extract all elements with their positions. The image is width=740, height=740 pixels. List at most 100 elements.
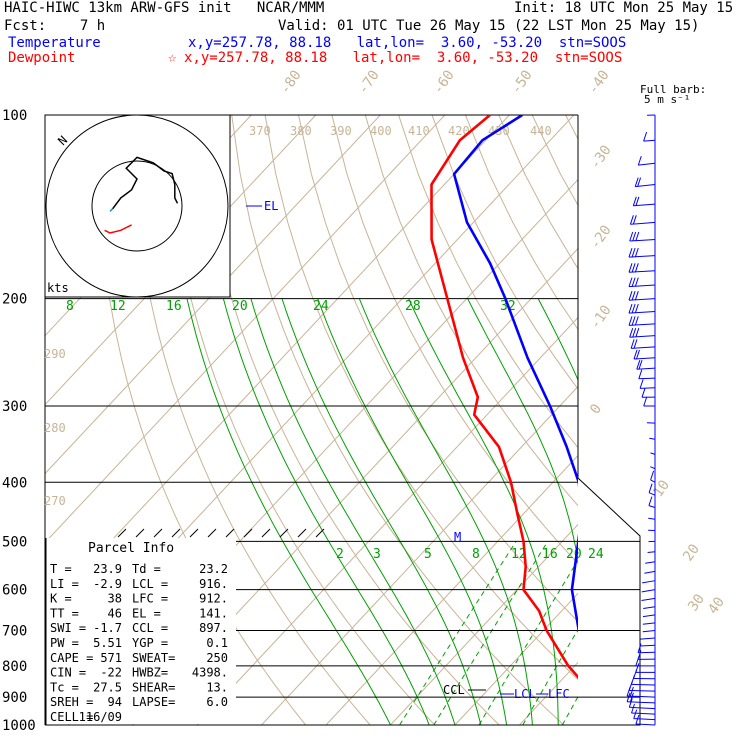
parcel-row-value: 5.51: [93, 636, 122, 650]
wind-barb: [642, 580, 656, 584]
hodograph-ring-inner: [91, 160, 183, 252]
mixing-ratio-label: 28: [405, 299, 421, 314]
hodograph-trace: [109, 208, 114, 212]
isotherm-line: [390, 523, 578, 725]
dry-adiabat-line: [498, 115, 578, 270]
wind-barbs: [626, 114, 656, 726]
parcel-hatch: [153, 528, 163, 538]
moist-adiabat-line: [467, 298, 578, 564]
pressure-tick-label: 500: [2, 534, 27, 550]
isotherm-line: [325, 454, 578, 725]
wind-barb: [650, 479, 656, 483]
wind-barb-flag: [629, 692, 634, 702]
wind-barb: [650, 466, 656, 470]
wind-barb-flag: [628, 291, 633, 301]
wind-barb-flag: [630, 339, 635, 349]
hodograph-trace: [104, 224, 132, 234]
pressure-tick-label: 300: [2, 399, 27, 415]
wind-barb-flag: [633, 709, 638, 719]
parcel-row-label: SWI =: [50, 621, 86, 635]
wind-barb: [641, 589, 656, 593]
wind-barb-flag: [637, 643, 642, 653]
wind-barb: [629, 690, 656, 692]
temperature-tick-label: -60: [430, 67, 458, 97]
wind-barb-flag: [631, 247, 636, 258]
mixing-ratio-label: 3: [373, 547, 381, 562]
parcel-hatch: [189, 528, 199, 538]
mixing-ratio-line: [634, 541, 732, 725]
wind-barb: [631, 346, 656, 349]
wind-barb-flag: [629, 231, 634, 242]
pressure-tick-label: 600: [2, 583, 27, 599]
wind-barb-flag: [635, 328, 640, 338]
forecast-hour: Fcst: 7 h: [4, 18, 106, 34]
wind-barb: [648, 517, 656, 520]
wind-legend-title: Full barb:: [640, 83, 707, 96]
wind-barb-flag: [648, 496, 653, 506]
wind-barb-flag: [634, 291, 639, 301]
wind-barb-flag: [636, 360, 641, 370]
isotherm-line: [584, 115, 740, 725]
isotherm-line: [713, 115, 740, 725]
lcl-label: LCL: [514, 687, 536, 701]
parcel-row-label: LCL =: [132, 577, 168, 591]
mixing-ratio-label: 2: [336, 547, 344, 562]
wind-barb-flag: [628, 277, 633, 287]
mixing-ratio-line: [433, 541, 549, 725]
wind-barb: [640, 644, 656, 647]
parcel-row-label: EL =: [132, 606, 161, 620]
mixing-ratio-label: 5: [424, 547, 432, 562]
parcel-row-label: Tc =: [50, 680, 79, 694]
moist-adiabat-line: [317, 298, 508, 725]
moist-adiabat-line: [661, 299, 709, 725]
isentrope-label: 370: [249, 124, 271, 138]
wind-legend-unit: 5 m s⁻¹: [644, 93, 691, 106]
dry-adiabat-line: [666, 115, 740, 725]
isentrope-label: 400: [370, 124, 392, 138]
level-annotations: EL M CCL LCL LFC: [246, 199, 570, 701]
temperature-tick-label: 40: [705, 594, 728, 617]
wind-barb: [647, 551, 656, 553]
wind-barb: [629, 239, 656, 242]
dewpoint-legend-label: Dewpoint: [8, 50, 76, 66]
wind-barb-flag: [631, 703, 635, 714]
parcel-row-label: CCL =: [132, 621, 168, 635]
parcel-row-value: 46: [108, 606, 122, 620]
pressure-tick-label: 900: [2, 690, 27, 706]
dry-adiabat-line: [431, 115, 578, 390]
wind-barb-flag: [628, 698, 633, 708]
wind-barb: [644, 570, 656, 574]
wind-barb-flag: [628, 303, 633, 314]
dry-adiabat-line: [331, 115, 578, 565]
parcel-row-value: 250: [206, 651, 228, 665]
isotherm-line: [196, 316, 578, 725]
parcel-hatch: [207, 528, 217, 538]
wind-barb-flag: [628, 316, 633, 326]
pressure-tick-label: 1000: [2, 718, 36, 734]
wind-barb-flag: [635, 656, 640, 667]
isotherm-line: [45, 115, 446, 544]
wind-barb: [640, 387, 656, 389]
dry-adiabat-line: [131, 115, 371, 725]
isentrope-label: 440: [530, 124, 552, 138]
temperature-profile: [452, 115, 578, 634]
chart-title: HAIC-HIWC 13km ARW-GFS init NCAR/MMM: [4, 0, 325, 16]
mixing-ratio-label: 20: [566, 547, 582, 562]
isentrope-label: 380: [290, 124, 312, 138]
plot-right-border: [45, 115, 641, 726]
temperature-tick-label: -70: [355, 67, 383, 97]
parcel-row-label: YGP =: [132, 636, 168, 650]
wind-barb-flag: [628, 263, 633, 273]
parcel-row-label: SWEAT=: [132, 651, 175, 665]
pressure-tick-label: 200: [2, 292, 27, 308]
wind-barb: [648, 505, 656, 508]
wind-barb: [628, 298, 656, 301]
parcel-row-value: 27.5: [93, 680, 122, 694]
parcel-hatch: [225, 528, 235, 538]
parcel-row-value: 23.2: [199, 562, 228, 576]
parcel-row-label: HWBZ=: [132, 666, 168, 680]
hodograph-frame: [44, 114, 231, 298]
dry-adiabat-line: [398, 115, 578, 449]
isotherm-line: [649, 115, 740, 725]
